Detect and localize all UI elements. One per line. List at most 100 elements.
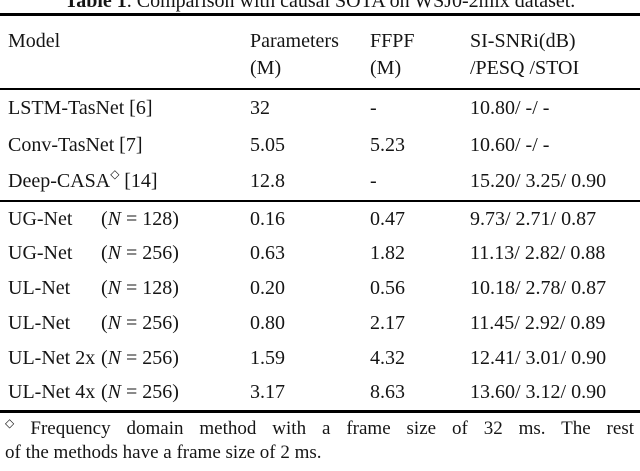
model-name-wrap: Conv-TasNet [7] xyxy=(8,127,142,164)
table-row: UG-Net (N = 128) 0.16 0.47 9.73/ 2.71/ 0.… xyxy=(0,201,640,237)
model-cell: UG-Net (N = 256) xyxy=(0,236,250,271)
table-header: Model Parameters (M) FFPF (M) SI-SNRi(dB) /… xyxy=(0,16,640,89)
model-cell: Conv-TasNet [7] xyxy=(0,127,250,164)
diamond-superscript: ◇ xyxy=(110,167,120,182)
col-header-metrics-line2: /PESQ /STOI xyxy=(470,57,580,79)
col-header-metrics: SI-SNRi(dB) /PESQ /STOI xyxy=(470,16,640,89)
config-open: ( xyxy=(101,346,108,369)
metrics-cell: 12.41/ 3.01/ 0.90 xyxy=(470,346,607,369)
proposed-group: UG-Net (N = 128) 0.16 0.47 9.73/ 2.71/ 0.… xyxy=(0,201,640,411)
ffpf-cell: - xyxy=(370,170,377,192)
parameters-cell: 3.17 xyxy=(250,381,285,404)
model-cell: LSTM-TasNet [6] xyxy=(0,89,250,127)
col-header-parameters-line1: Parameters xyxy=(250,30,339,52)
citation-ref: [6] xyxy=(129,97,153,119)
model-name-wrap: LSTM-TasNet [6] xyxy=(8,90,152,127)
ffpf-cell: 5.23 xyxy=(370,133,405,156)
parameters-cell: 32 xyxy=(250,97,270,119)
model-name-wrap: UL-Net 2x xyxy=(8,341,101,376)
config-rest: = 256) xyxy=(121,311,179,334)
ffpf-cell: 0.56 xyxy=(370,277,405,300)
table-row: UL-Net (N = 128) 0.20 0.56 10.18/ 2.78/ 0… xyxy=(0,271,640,306)
config-var: N xyxy=(107,242,122,265)
config-var: N xyxy=(107,381,122,404)
citation-ref: [14] xyxy=(124,170,158,192)
model-name: Conv-TasNet xyxy=(8,133,115,156)
ffpf-cell: 1.82 xyxy=(370,242,405,265)
metrics-cell: 11.45/ 2.92/ 0.89 xyxy=(470,311,606,334)
metrics-cell: 10.60/ -/ - xyxy=(470,133,550,156)
footnote-line1: ◇ Frequency domain method with a frame si… xyxy=(5,417,634,441)
ffpf-cell: 4.32 xyxy=(370,346,405,369)
model-name: UL-Net 4x xyxy=(8,381,96,404)
parameters-cell: 1.59 xyxy=(250,346,285,369)
model-name: UL-Net xyxy=(8,277,71,300)
col-header-ffpf-line2: (M) xyxy=(370,57,402,79)
model-config: (N = 256) xyxy=(101,242,179,264)
metrics-cell: 15.20/ 3.25/ 0.90 xyxy=(470,170,607,192)
ffpf-cell: 8.63 xyxy=(370,381,405,404)
model-config: (N = 128) xyxy=(101,208,179,230)
model-cell: UL-Net (N = 128) xyxy=(0,271,250,306)
ffpf-cell: - xyxy=(370,97,377,119)
table-row: Conv-TasNet [7] 5.05 5.23 10.60/ -/ - xyxy=(0,127,640,164)
config-var: N xyxy=(107,207,122,230)
model-config: (N = 256) xyxy=(101,312,179,334)
parameters-cell: 0.16 xyxy=(250,207,285,230)
model-name: Deep-CASA xyxy=(8,170,111,192)
model-name: UG-Net xyxy=(8,242,73,265)
parameters-cell: 0.80 xyxy=(250,311,285,334)
model-name-wrap: Deep-CASA◇ [14] xyxy=(8,163,158,200)
model-name-wrap: UG-Net xyxy=(8,202,101,237)
metrics-cell: 11.13/ 2.82/ 0.88 xyxy=(470,242,606,265)
citation-ref: [7] xyxy=(119,133,143,156)
table-row: UL-Net 2x (N = 256) 1.59 4.32 12.41/ 3.01… xyxy=(0,341,640,376)
config-open: ( xyxy=(101,381,108,404)
config-var: N xyxy=(107,277,122,300)
table-row: UG-Net (N = 256) 0.63 1.82 11.13/ 2.82/ 0… xyxy=(0,236,640,271)
table-row: LSTM-TasNet [6] 32 - 10.80/ -/ - xyxy=(0,89,640,127)
metrics-cell: 9.73/ 2.71/ 0.87 xyxy=(470,207,597,230)
footnote-line2: of the methods have a frame size of 2 ms… xyxy=(5,442,322,464)
header-row: Model Parameters (M) FFPF (M) SI-SNRi(dB) /… xyxy=(0,16,640,89)
col-header-model-label: Model xyxy=(8,30,61,52)
config-rest: = 256) xyxy=(121,242,179,265)
config-open: ( xyxy=(101,311,108,334)
col-header-metrics-line1: SI-SNRi(dB) xyxy=(470,30,576,52)
model-cell: UL-Net (N = 256) xyxy=(0,306,250,341)
metrics-cell: 13.60/ 3.12/ 0.90 xyxy=(470,381,607,404)
col-header-ffpf: FFPF (M) xyxy=(370,16,470,89)
model-cell: Deep-CASA◇ [14] xyxy=(0,163,250,201)
table-footnote: ◇ Frequency domain method with a frame si… xyxy=(0,417,640,465)
bottom-rule xyxy=(0,410,640,414)
parameters-cell: 0.20 xyxy=(250,277,285,300)
config-open: ( xyxy=(101,242,108,265)
table-row: Deep-CASA◇ [14] 12.8 - 15.20/ 3.25/ 0.90 xyxy=(0,163,640,201)
config-open: ( xyxy=(101,277,108,300)
model-name: UL-Net xyxy=(8,311,71,334)
model-config: (N = 256) xyxy=(101,381,179,403)
table-caption-label: Table 1 xyxy=(64,0,127,12)
config-open: ( xyxy=(101,207,108,230)
model-name: UL-Net 2x xyxy=(8,346,96,369)
table-row: UL-Net 4x (N = 256) 3.17 8.63 13.60/ 3.12… xyxy=(0,375,640,410)
table-row: UL-Net (N = 256) 0.80 2.17 11.45/ 2.92/ 0… xyxy=(0,306,640,341)
model-config: (N = 256) xyxy=(101,347,179,369)
col-header-parameters: Parameters (M) xyxy=(250,16,370,89)
config-var: N xyxy=(107,346,122,369)
baseline-group: LSTM-TasNet [6] 32 - 10.80/ -/ - Conv-Tas… xyxy=(0,89,640,201)
top-rule xyxy=(0,13,640,16)
col-header-parameters-line2: (M) xyxy=(250,57,282,79)
config-rest: = 256) xyxy=(121,381,179,404)
model-name: UG-Net xyxy=(8,207,73,230)
diamond-footnote-marker: ◇ xyxy=(5,415,26,430)
config-var: N xyxy=(107,311,122,334)
table-caption-text: . Comparison with causal SOTA on WSJ0-2m… xyxy=(126,0,576,12)
config-rest: = 256) xyxy=(121,346,179,369)
metrics-cell: 10.18/ 2.78/ 0.87 xyxy=(470,277,607,300)
parameters-cell: 5.05 xyxy=(250,133,285,156)
model-cell: UL-Net 4x (N = 256) xyxy=(0,375,250,410)
metrics-cell: 10.80/ -/ - xyxy=(470,97,550,119)
col-header-ffpf-line1: FFPF xyxy=(370,30,415,52)
